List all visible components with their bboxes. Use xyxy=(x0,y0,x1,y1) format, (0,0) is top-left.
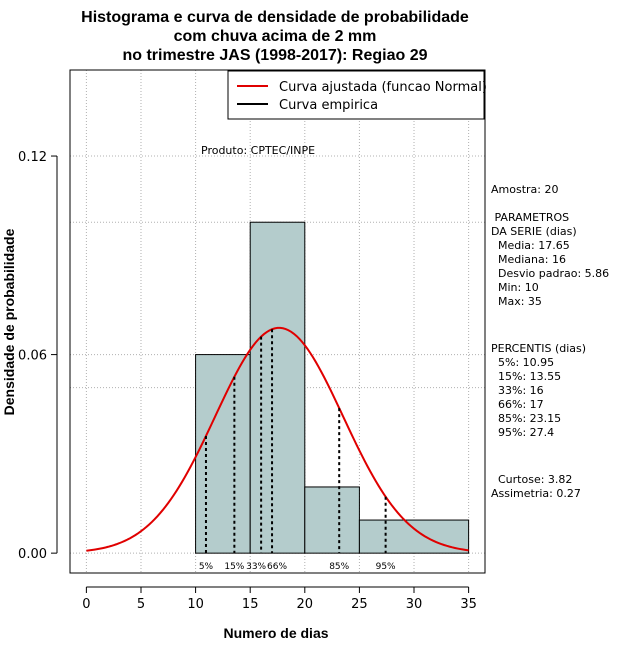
legend-box xyxy=(227,70,485,120)
percentile-label: 33% xyxy=(246,562,266,572)
x-tick-label: 0 xyxy=(82,597,90,612)
stats-panel: Amostra: 20 PARAMETROS DA SERIE (dias) M… xyxy=(491,183,609,500)
histogram-bar xyxy=(195,354,251,554)
legend: Curva ajustada (funcao Normal) Curva emp… xyxy=(227,70,487,120)
y-tick-label: 0.12 xyxy=(18,150,47,165)
stat-min: Min: 10 xyxy=(491,281,539,294)
percentile-lines: 5% 15% 33% 66% 85% 95% xyxy=(199,329,396,572)
y-tick-label: 0.00 xyxy=(18,547,47,562)
x-tick-label: 15 xyxy=(242,597,259,612)
histogram-bar xyxy=(249,221,306,554)
stat-percentiles-header: PERCENTIS (dias) xyxy=(491,342,586,355)
stat-p85: 85%: 23.15 xyxy=(491,412,561,425)
stat-mean: Media: 17.65 xyxy=(491,239,570,252)
stat-max: Max: 35 xyxy=(491,295,542,308)
plot-frame xyxy=(69,69,486,574)
x-axis: 0 5 10 15 20 25 30 35 xyxy=(82,586,477,612)
stat-p15: 15%: 13.55 xyxy=(491,370,561,383)
x-axis-title: Numero de dias xyxy=(223,625,328,641)
stat-p66: 66%: 17 xyxy=(491,398,544,411)
chart-title-line-3: no trimestre JAS (1998-2017): Regiao 29 xyxy=(122,47,427,64)
stat-skewness: Assimetria: 0.27 xyxy=(491,487,581,500)
stat-median: Mediana: 16 xyxy=(491,253,566,266)
normal-curve-layer xyxy=(86,326,469,552)
stat-params-header-2: DA SERIE (dias) xyxy=(491,225,577,238)
stat-sd: Desvio padrao: 5.86 xyxy=(491,267,609,280)
stat-p95: 95%: 27.4 xyxy=(491,426,554,439)
normal-curve xyxy=(86,326,469,552)
percentile-label: 85% xyxy=(329,562,349,572)
chart-title-line-2: com chuva acima de 2 mm xyxy=(174,28,377,45)
legend-label-empirical: Curva empirica xyxy=(279,98,378,113)
y-axis: 0.00 0.06 0.12 xyxy=(18,150,58,562)
x-tick-label: 30 xyxy=(406,597,423,612)
percentile-label: 5% xyxy=(199,562,214,572)
x-tick-label: 35 xyxy=(460,597,477,612)
stat-kurtosis: Curtose: 3.82 xyxy=(491,473,572,486)
y-tick-label: 0.06 xyxy=(18,349,47,364)
source-credit: Produto: CPTEC/INPE xyxy=(201,144,315,157)
x-tick-label: 5 xyxy=(137,597,145,612)
percentile-label: 15% xyxy=(224,562,244,572)
y-axis-title: Densidade de probabilidade xyxy=(1,228,17,415)
percentile-label: 95% xyxy=(376,562,396,572)
x-tick-label: 10 xyxy=(187,597,204,612)
stat-p05: 5%: 10.95 xyxy=(491,356,554,369)
histogram-bar xyxy=(304,486,360,554)
percentile-label: 66% xyxy=(267,562,287,572)
stat-p33: 33%: 16 xyxy=(491,384,544,397)
chart-title-line-1: Histograma e curva de densidade de proba… xyxy=(81,9,469,26)
stat-sample: Amostra: 20 xyxy=(491,183,558,196)
stat-params-header-1: PARAMETROS xyxy=(491,211,569,224)
x-tick-label: 25 xyxy=(351,597,368,612)
legend-label-fitted: Curva ajustada (funcao Normal) xyxy=(279,80,487,95)
histogram-bars xyxy=(195,221,470,554)
x-tick-label: 20 xyxy=(297,597,314,612)
